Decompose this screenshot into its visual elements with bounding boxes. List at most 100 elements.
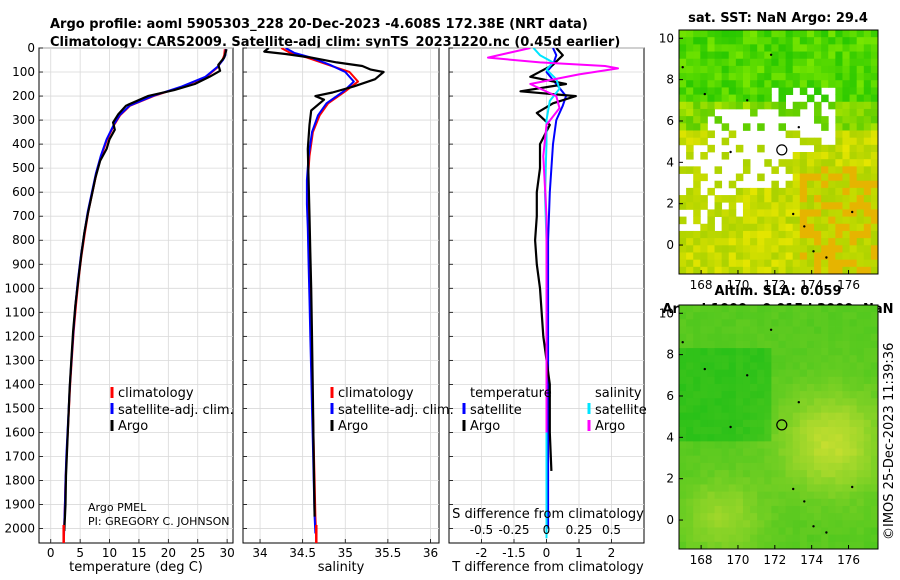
map-cell xyxy=(828,166,836,174)
map-cell xyxy=(842,491,850,500)
map-cell xyxy=(750,470,758,478)
map-cell xyxy=(806,319,815,327)
map-cell xyxy=(806,312,815,320)
y-tick-label: 1600 xyxy=(4,425,35,439)
map-cell xyxy=(735,51,744,60)
map-cell xyxy=(842,376,850,385)
map-cell xyxy=(842,30,850,38)
map-cell xyxy=(750,101,758,110)
map-cell xyxy=(686,513,694,521)
map-cell xyxy=(686,312,694,320)
map-cell xyxy=(814,491,822,500)
map-cell xyxy=(863,434,872,442)
map-cell xyxy=(728,252,737,261)
map-cell xyxy=(700,405,708,414)
map-cell xyxy=(764,541,772,550)
map-cell xyxy=(757,123,765,131)
map-cell xyxy=(814,152,822,160)
map-cell xyxy=(764,355,772,363)
map-cell xyxy=(721,398,730,406)
map-cell xyxy=(835,340,843,349)
map-cell xyxy=(679,87,687,95)
map-cell xyxy=(792,101,801,110)
map-cell xyxy=(679,259,687,268)
map-cell xyxy=(778,362,787,370)
map-cell xyxy=(735,73,744,81)
map-cell xyxy=(714,427,723,435)
map-cell xyxy=(814,427,822,435)
map-cell xyxy=(792,412,801,421)
map-cell xyxy=(764,462,772,471)
map-cell xyxy=(785,65,794,74)
map-cell xyxy=(842,238,850,246)
map-cell xyxy=(785,312,794,320)
map-cell xyxy=(828,362,836,370)
map-cell xyxy=(707,455,715,464)
map-cell xyxy=(799,498,808,507)
map-cell xyxy=(742,94,751,103)
map-cell xyxy=(856,427,865,435)
map-cell xyxy=(856,65,865,74)
map-cell xyxy=(849,173,858,182)
y-tick-label: 500 xyxy=(12,161,35,175)
map-cell xyxy=(870,340,879,349)
map-x-tick-label: 168 xyxy=(690,278,713,292)
map-cell xyxy=(785,195,794,203)
y-tick-label: 800 xyxy=(12,233,35,247)
map-cell xyxy=(686,340,694,349)
map-cell xyxy=(821,159,829,167)
map-cell xyxy=(742,216,751,225)
map-cell xyxy=(686,348,694,356)
map-cell xyxy=(686,505,694,514)
map-cell xyxy=(778,498,787,507)
map-cell xyxy=(707,527,715,536)
map-cell xyxy=(792,187,801,196)
map-cell xyxy=(721,520,730,528)
map-cell xyxy=(821,195,829,203)
map-cell xyxy=(828,58,836,67)
map-cell xyxy=(721,152,730,160)
map-cell xyxy=(835,80,843,88)
map-cell xyxy=(792,238,801,246)
map-cell xyxy=(679,513,687,521)
map-cell xyxy=(771,484,779,492)
map-cell xyxy=(806,238,815,246)
map-cell xyxy=(693,513,701,521)
map-cell xyxy=(870,123,879,131)
map-cell xyxy=(814,202,822,210)
map-cell xyxy=(721,383,730,392)
map-cell xyxy=(799,405,808,414)
map-cell xyxy=(693,441,701,449)
map-cell xyxy=(799,484,808,492)
map-cell xyxy=(778,513,787,521)
map-cell xyxy=(849,202,858,210)
map-cell xyxy=(750,108,758,117)
map-cell xyxy=(714,37,723,45)
map-cell xyxy=(750,405,758,414)
map-cell xyxy=(828,159,836,167)
map-cell xyxy=(735,65,744,74)
map-cell xyxy=(785,376,794,385)
map-cell xyxy=(792,362,801,370)
map-cell xyxy=(679,398,687,406)
map-cell xyxy=(693,383,701,392)
map-cell xyxy=(799,462,808,471)
map-cell xyxy=(693,65,701,74)
map-cell xyxy=(707,412,715,421)
map-cell xyxy=(714,195,723,203)
s-tick-label: -0.25 xyxy=(498,523,529,537)
map-cell xyxy=(721,333,730,342)
map-cell xyxy=(799,238,808,246)
map-cell xyxy=(714,319,723,327)
map-cell xyxy=(814,44,822,52)
map-cell xyxy=(679,30,687,38)
map-cell xyxy=(771,230,779,239)
map-cell xyxy=(842,137,850,146)
map-cell xyxy=(771,326,779,335)
island-marker xyxy=(681,66,684,69)
map-cell xyxy=(757,340,765,349)
map-cell xyxy=(707,513,715,521)
map-cell xyxy=(686,144,694,153)
map-cell xyxy=(799,505,808,514)
map-cell xyxy=(785,305,794,313)
